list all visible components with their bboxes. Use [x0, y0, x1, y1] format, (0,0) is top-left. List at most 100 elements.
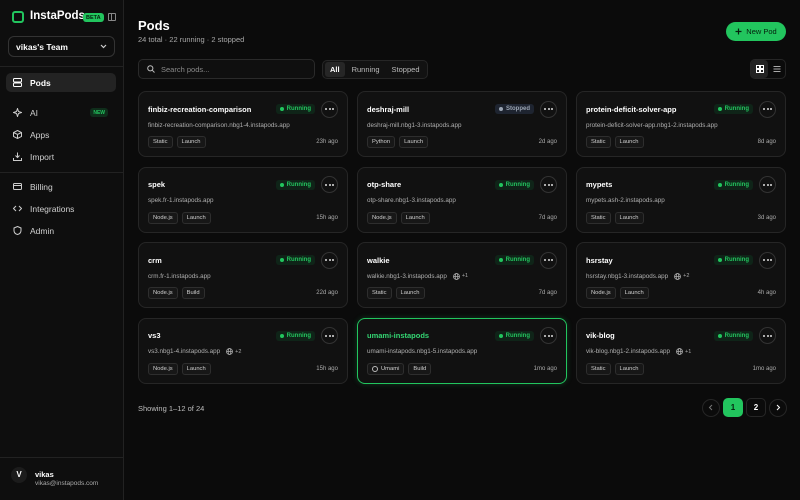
dot	[763, 334, 766, 337]
list-icon	[773, 66, 780, 72]
filter-tab[interactable]: Running	[351, 65, 380, 74]
more-button[interactable]	[759, 251, 776, 269]
card-footer: Python Launch 2d ago	[367, 136, 557, 148]
pod-name: deshraj-mill	[367, 104, 410, 114]
grid-view-button[interactable]	[751, 60, 768, 78]
pod-card[interactable]: umami-instapods Running umami-instapods.nb…	[357, 317, 567, 384]
more-button[interactable]	[321, 176, 338, 193]
card-url-row: mypets.ash-2.instapods.app	[586, 195, 776, 207]
status-dot	[498, 258, 503, 262]
card-header: spek Running	[148, 176, 338, 193]
dot	[763, 259, 766, 261]
collapse-button[interactable]	[108, 13, 116, 21]
list-view-button[interactable]	[768, 60, 785, 78]
pod-card[interactable]: deshraj-mill Stopped deshraj-mill.nbg1-3.i…	[357, 91, 567, 157]
icon	[13, 108, 22, 117]
dot	[547, 334, 550, 337]
icon	[13, 152, 22, 161]
pod-url: protein-deficit-solver-app.nbg1-2.instap…	[586, 121, 718, 129]
dot	[325, 183, 328, 186]
pod-card[interactable]: otp-share Running otp-share.nbg1-3.instapo…	[357, 166, 567, 233]
pod-card[interactable]: mypets Running mypets.ash-2.instapods.app S…	[576, 166, 786, 233]
status-dot	[498, 333, 503, 338]
extra-count: +1	[685, 348, 692, 355]
dot	[331, 183, 334, 186]
next-page[interactable]	[769, 398, 787, 417]
nav-item[interactable]: Billing	[6, 177, 116, 196]
more-button[interactable]	[540, 251, 557, 269]
status-label: Running	[724, 106, 749, 112]
page-button[interactable]: 1	[723, 398, 743, 417]
more-button[interactable]	[540, 176, 557, 193]
beta-badge: BETA	[83, 13, 104, 22]
filter-tab[interactable]: Stopped	[391, 65, 420, 74]
new-pod-button[interactable]: New Pod	[726, 22, 786, 41]
nav-item[interactable]: Pods	[6, 73, 116, 92]
search-box[interactable]: Search pods...	[138, 59, 315, 79]
team-selector[interactable]: vikas's Team	[8, 36, 115, 57]
pod-card[interactable]: vs3 Running vs3.nbg1-4.instapods.app +2 Node…	[138, 317, 348, 384]
updated-time: 23h ago	[316, 139, 338, 145]
avatar[interactable]: V	[11, 467, 27, 483]
dot	[769, 334, 772, 337]
dot	[763, 183, 766, 186]
status-label: Stopped	[506, 106, 530, 112]
card-header: protein-deficit-solver-app Running	[586, 100, 776, 118]
pod-name: otp-share	[367, 180, 402, 189]
search-placeholder: Search pods...	[161, 64, 210, 74]
status-dot	[499, 107, 503, 111]
nav-item[interactable]: AI NEW	[6, 103, 116, 122]
tag: Launch	[181, 211, 211, 224]
updated-time: 1mo ago	[533, 365, 557, 372]
status-label: Running	[286, 181, 311, 188]
nav-label: Import	[30, 151, 55, 162]
pod-name: hsrstay	[586, 255, 613, 265]
more-button[interactable]	[540, 100, 557, 118]
nav-item[interactable]: Import	[6, 147, 116, 166]
pod-name: spek	[148, 180, 166, 189]
nav-item[interactable]: Integrations	[6, 199, 116, 218]
card-url-row: spek.fr-1.instapods.app	[148, 195, 338, 207]
page-button[interactable]: 2	[746, 398, 766, 417]
dot	[550, 108, 553, 110]
pod-card[interactable]: finbiz-recreation-comparison Running finbi…	[138, 91, 348, 157]
pod-card[interactable]: spek Running spek.fr-1.instapods.app Node.j…	[138, 166, 348, 233]
tag: Node.js	[586, 287, 616, 299]
more-button[interactable]	[759, 100, 776, 118]
status-badge: Stopped	[495, 104, 534, 114]
card-url-row: deshraj-mill.nbg1-3.instapods.app	[367, 119, 557, 131]
pod-card[interactable]: walkie Running walkie.nbg1-3.instapods.app…	[357, 242, 567, 308]
more-button[interactable]	[321, 327, 338, 344]
nav-item[interactable]: Admin	[6, 221, 116, 240]
pod-card[interactable]: vik-blog Running vik-blog.nbg1-2.instapods…	[576, 317, 786, 384]
more-button[interactable]	[759, 176, 776, 193]
pod-card[interactable]: crm Running crm.fr-1.instapods.app Node.js B…	[138, 242, 348, 308]
more-button[interactable]	[321, 100, 338, 118]
filter-tab[interactable]: All	[325, 62, 345, 77]
tag: Static	[148, 136, 173, 148]
tag: Umami	[367, 362, 405, 375]
pod-card[interactable]: protein-deficit-solver-app Running protein…	[576, 91, 786, 157]
dot	[766, 259, 769, 261]
updated-time: 4h ago	[757, 290, 776, 296]
updated-time: 15h ago	[316, 365, 338, 372]
tag: Launch	[176, 136, 206, 148]
more-button[interactable]	[321, 251, 338, 269]
more-button[interactable]	[759, 327, 776, 344]
prev-page[interactable]	[702, 398, 720, 417]
pod-name: protein-deficit-solver-app	[586, 104, 677, 114]
status-badge: Running	[713, 255, 753, 265]
pod-name: vik-blog	[586, 331, 615, 340]
card-header: deshraj-mill Stopped	[367, 100, 557, 118]
nav-item[interactable]: Apps	[6, 125, 116, 144]
card-footer: Node.js Launch 4h ago	[586, 287, 776, 299]
pod-name: finbiz-recreation-comparison	[148, 104, 252, 114]
pod-card[interactable]: hsrstay Running hsrstay.nbg1-3.instapods.a…	[576, 242, 786, 308]
card-header: mypets Running	[586, 176, 776, 193]
dot	[328, 108, 331, 110]
card-footer: Static Launch 8d ago	[586, 136, 776, 148]
more-button[interactable]	[540, 327, 557, 344]
dot	[544, 259, 547, 261]
card-header: crm Running	[148, 251, 338, 269]
extra-domains: +1	[676, 348, 691, 355]
